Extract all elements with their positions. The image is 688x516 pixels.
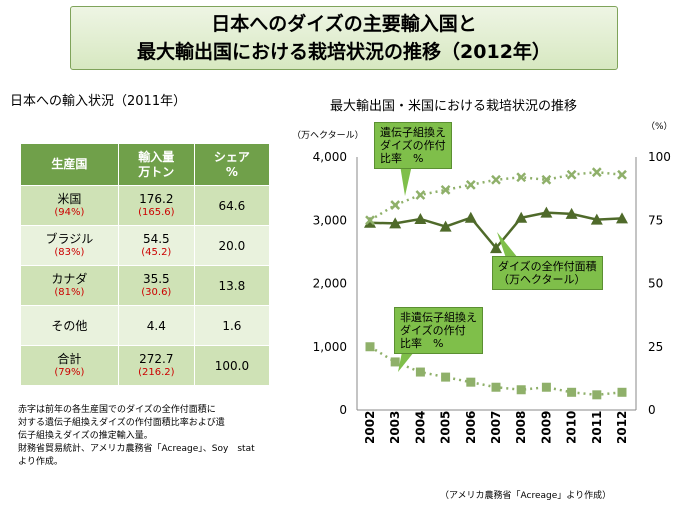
nongm-ratio-marker: [592, 390, 601, 399]
gm-ratio-marker: [568, 171, 576, 179]
left-tick-label: 0: [339, 403, 347, 417]
gm-ratio-marker: [593, 168, 601, 176]
x-tick-label: 2005: [439, 411, 453, 444]
callout-gm-pointer: [400, 165, 412, 196]
x-tick-label: 2009: [539, 411, 553, 444]
left-axis-unit: （万ヘクタール）: [292, 130, 364, 141]
right-tick-label: 100: [648, 150, 671, 164]
nongm-ratio-marker: [618, 388, 627, 397]
nongm-ratio-marker: [466, 378, 475, 387]
left-tick-label: 2,000: [313, 277, 347, 291]
right-tick-label: 25: [648, 340, 663, 354]
gm-ratio-marker: [391, 201, 399, 209]
nongm-ratio-marker: [366, 342, 375, 351]
nongm-ratio-marker: [567, 388, 576, 397]
gm-ratio-marker: [492, 176, 500, 184]
x-tick-label: 2002: [363, 411, 377, 444]
nongm-ratio-marker: [492, 383, 501, 392]
right-axis-unit: （%）: [646, 121, 673, 132]
left-tick-label: 4,000: [313, 150, 347, 164]
x-tick-label: 2007: [489, 411, 503, 444]
x-tick-label: 2006: [464, 411, 478, 444]
gm-ratio-marker: [618, 171, 626, 179]
gm-ratio-marker: [416, 191, 424, 199]
callout-gm-ratio: 遺伝子組換え ダイズの作付 比率 %: [374, 122, 452, 169]
right-tick-label: 50: [648, 277, 663, 291]
gm-ratio-marker: [467, 181, 475, 189]
nongm-ratio-marker: [517, 385, 526, 394]
callout-nongm-ratio: 非遺伝子組換え ダイズの作付 比率 %: [394, 307, 483, 354]
nongm-ratio-marker: [416, 368, 425, 377]
nongm-ratio-marker: [441, 373, 450, 382]
nongm-ratio-marker: [542, 383, 551, 392]
total-area-marker: [465, 212, 477, 223]
callout-total-area: ダイズの全作付面積 （万ヘクタール）: [492, 256, 603, 290]
chart-source: （アメリカ農務省「Acreage」より作成）: [440, 488, 611, 501]
callout-nongm-pointer: [398, 352, 414, 372]
x-tick-label: 2008: [514, 411, 528, 444]
nongm-ratio-marker: [391, 357, 400, 366]
left-tick-label: 3,000: [313, 213, 347, 227]
left-tick-label: 1,000: [313, 340, 347, 354]
x-tick-label: 2004: [413, 411, 427, 444]
right-tick-label: 75: [648, 213, 663, 227]
x-tick-label: 2012: [615, 411, 629, 444]
right-tick-label: 0: [648, 403, 656, 417]
x-tick-label: 2003: [388, 411, 402, 444]
x-tick-label: 2011: [590, 411, 604, 444]
x-tick-label: 2010: [565, 411, 579, 444]
